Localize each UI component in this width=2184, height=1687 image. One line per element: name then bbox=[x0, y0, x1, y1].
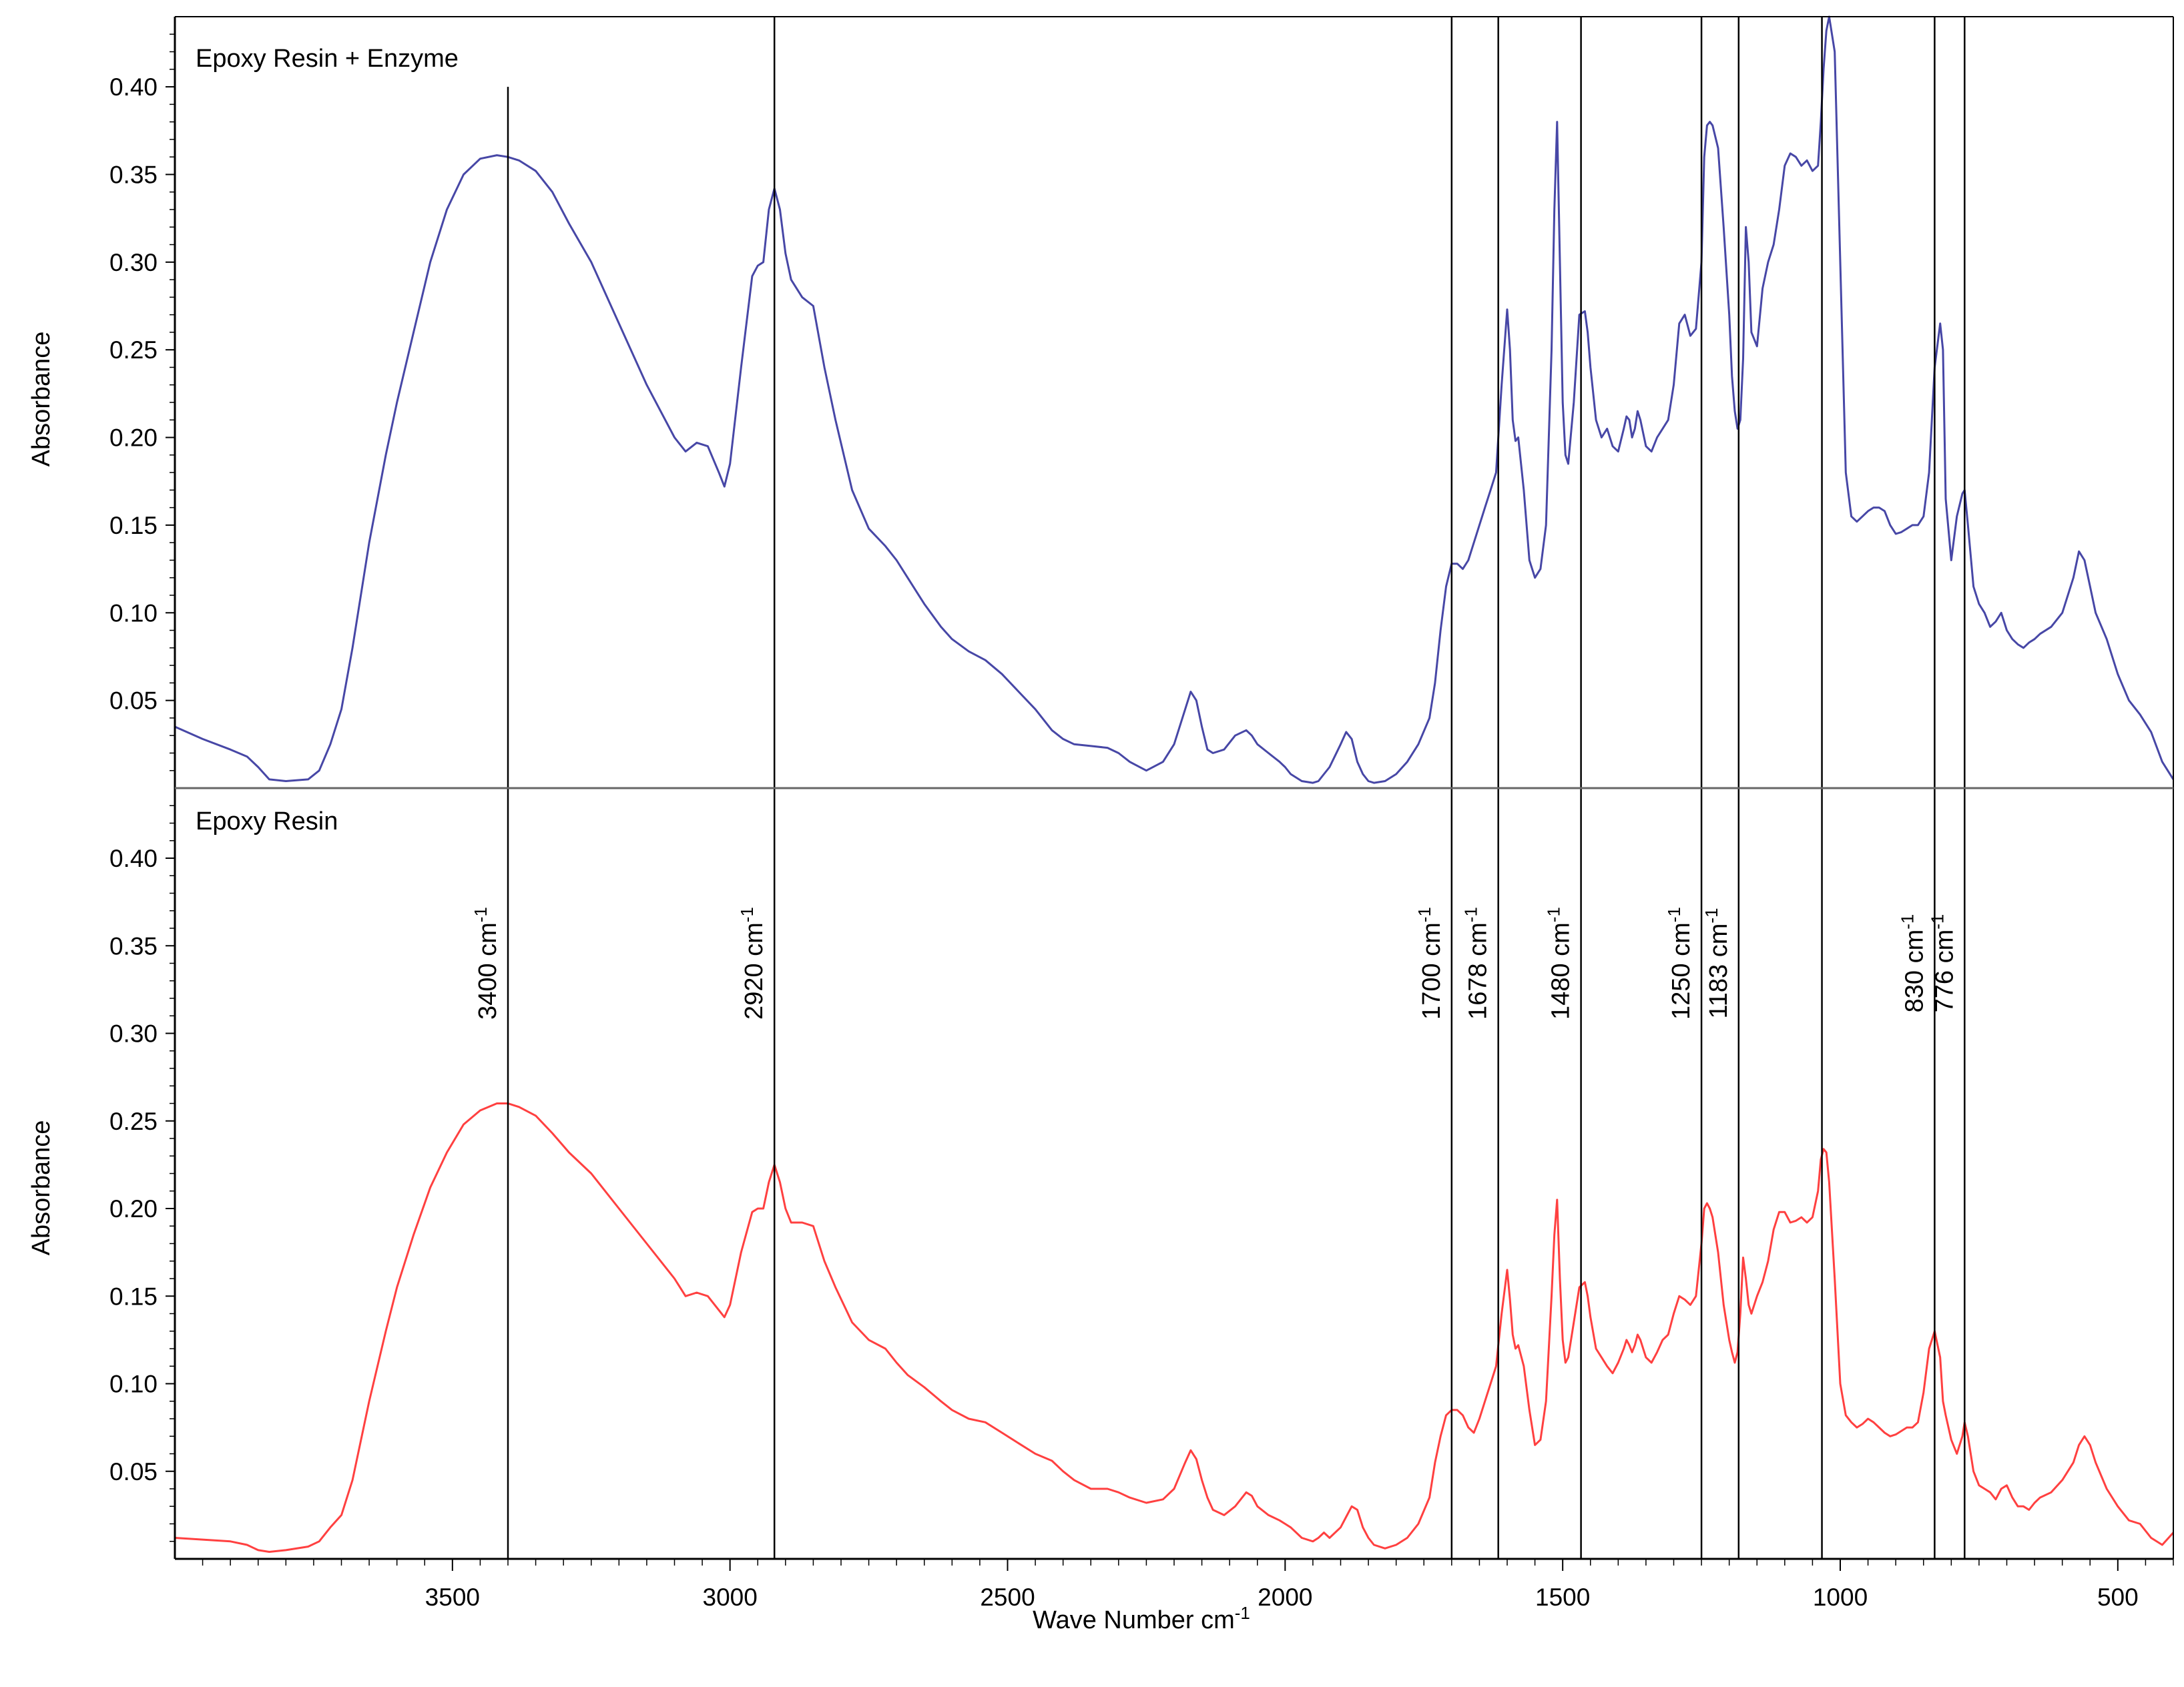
x-tick-label: 3000 bbox=[703, 1584, 758, 1611]
y-tick-label: 0.20 bbox=[109, 424, 158, 452]
y-tick-label: 0.05 bbox=[109, 687, 158, 715]
peak-marker-label: 1480 cm-1 bbox=[1544, 907, 1575, 1020]
y-axis-title-bottom: Absorbance bbox=[27, 1120, 55, 1256]
peak-marker-label: 1183 cm-1 bbox=[1701, 908, 1733, 1018]
y-tick-label: 0.05 bbox=[109, 1458, 158, 1485]
y-tick-label: 0.40 bbox=[109, 73, 158, 101]
peak-marker-label: 1678 cm-1 bbox=[1461, 907, 1492, 1020]
peak-marker-label-main: 776 cm bbox=[1930, 930, 1958, 1013]
peak-marker-label-main: 1678 cm bbox=[1464, 922, 1492, 1020]
y-tick-label: 0.15 bbox=[109, 1283, 158, 1310]
peak-marker-label: 2920 cm-1 bbox=[737, 907, 768, 1020]
peak-marker-label-superscript: -1 bbox=[1927, 914, 1947, 930]
peak-marker-label-superscript: -1 bbox=[471, 907, 491, 922]
peak-marker-label-superscript: -1 bbox=[1414, 907, 1434, 922]
y-tick-label: 0.15 bbox=[109, 512, 158, 539]
peak-marker-label: 776 cm-1 bbox=[1927, 914, 1958, 1013]
peak-marker-label-main: 3400 cm bbox=[474, 922, 502, 1020]
y-tick-label: 0.35 bbox=[109, 161, 158, 188]
y-tick-label: 0.10 bbox=[109, 1371, 158, 1398]
y-tick-label: 0.25 bbox=[109, 336, 158, 364]
peak-marker-label-main: 1250 cm bbox=[1667, 922, 1695, 1020]
y-tick-label: 0.20 bbox=[109, 1195, 158, 1223]
peak-marker-label-superscript: -1 bbox=[1897, 914, 1917, 930]
y-tick-label: 0.30 bbox=[109, 1020, 158, 1048]
x-tick-label: 1000 bbox=[1813, 1584, 1868, 1611]
y-tick-label: 0.25 bbox=[109, 1108, 158, 1135]
x-tick-label: 2500 bbox=[980, 1584, 1035, 1611]
chart-text: Epoxy Resin + Enzyme Epoxy Resin Absorba… bbox=[27, 45, 1250, 1634]
peak-marker-label-superscript: -1 bbox=[1461, 907, 1481, 922]
peak-marker-label-main: 1700 cm bbox=[1418, 922, 1446, 1020]
y-axis-title-top: Absorbance bbox=[27, 332, 55, 467]
x-tick-label: 3500 bbox=[425, 1584, 480, 1611]
y-tick-label: 0.40 bbox=[109, 845, 158, 872]
y-tick-label: 0.30 bbox=[109, 249, 158, 276]
peak-marker-label-main: 1183 cm bbox=[1705, 924, 1733, 1019]
y-tick-label: 0.35 bbox=[109, 932, 158, 960]
x-axis-title-superscript: -1 bbox=[1235, 1603, 1250, 1623]
peak-marker-label-main: 2920 cm bbox=[740, 922, 768, 1020]
peak-marker-label-superscript: -1 bbox=[1701, 908, 1721, 923]
panel-title-top: Epoxy Resin + Enzyme bbox=[196, 45, 459, 73]
peak-marker-label-main: 1480 cm bbox=[1547, 922, 1575, 1020]
peak-marker-label-superscript: -1 bbox=[1664, 907, 1684, 922]
x-axis-title: Wave Number cm-1 bbox=[1033, 1603, 1250, 1634]
peak-marker-label: 1250 cm-1 bbox=[1664, 907, 1695, 1020]
peak-marker-label-superscript: -1 bbox=[1544, 907, 1564, 922]
axes: 0.05 0.10 0.15 0.20 0.25 0.30 0.35 0.40 0.05 0.10… bbox=[109, 16, 2174, 1611]
x-tick-label: 2000 bbox=[1258, 1584, 1312, 1611]
x-tick-label: 1500 bbox=[1535, 1584, 1590, 1611]
peak-marker-label: 1700 cm-1 bbox=[1414, 907, 1446, 1020]
peak-marker-label: 830 cm-1 bbox=[1897, 914, 1928, 1013]
y-tick-label: 0.10 bbox=[109, 599, 158, 627]
x-tick-label: 500 bbox=[2097, 1584, 2139, 1611]
peak-marker-label-superscript: -1 bbox=[737, 907, 757, 922]
peak-marker-label: 3400 cm-1 bbox=[471, 907, 502, 1020]
panel-title-bottom: Epoxy Resin bbox=[196, 807, 338, 835]
peak-marker-label-main: 830 cm bbox=[1900, 930, 1928, 1013]
